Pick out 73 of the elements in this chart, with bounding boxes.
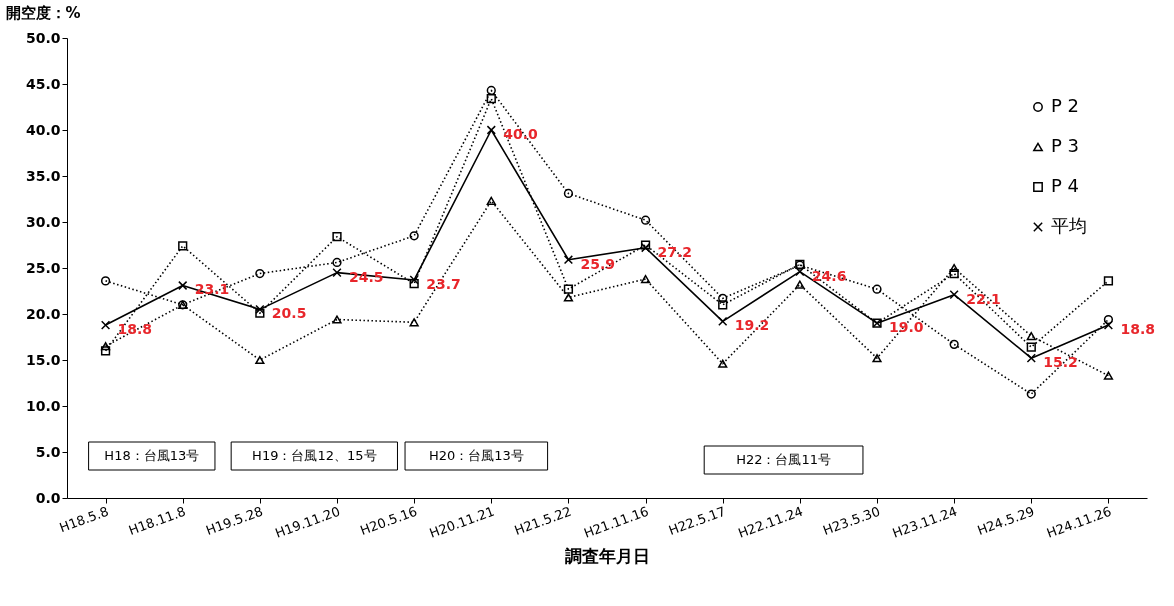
point [178,280,188,291]
point [718,300,728,310]
legend-label: P 3 [1051,135,1080,156]
point [255,304,265,315]
y-tick-label: 25.0 [25,259,61,276]
point [718,293,728,303]
data-label: 18.8 [1120,321,1155,338]
annotation: H20：台風13号 [428,448,524,463]
point [795,280,805,289]
data-label: 23.7 [426,275,461,292]
point [486,125,496,135]
y-tick-label: 20.0 [25,305,61,322]
y-tick-label: 30.0 [25,213,61,230]
x-axis-title: 調査年月日 [565,545,650,566]
point [718,359,728,368]
point [100,342,111,351]
legend-label: 平均 [1051,215,1087,236]
y-tick-label: 40.0 [25,121,61,138]
data-label: 27.2 [657,243,693,260]
point [872,284,882,294]
point [872,354,882,363]
point [486,196,496,205]
point [563,255,574,265]
point [640,215,651,225]
y-tick-label: 35.0 [25,167,61,184]
point [949,263,959,273]
data-label: 20.5 [271,305,307,322]
y-tick-label: 50.0 [25,29,61,46]
y-tick-label: 10.0 [25,397,61,414]
annotation: H19：台風12、15号 [252,448,377,463]
point [718,316,728,326]
point [1026,342,1036,352]
point [332,257,342,268]
point [100,276,111,286]
data-label: 19.2 [734,317,770,334]
point [409,231,419,241]
point [949,339,959,349]
y-tick-label: 0.0 [35,489,61,506]
point [1026,331,1036,341]
point [100,320,111,330]
y-tick-label: 45.0 [25,75,61,92]
y-tick-label: 5.0 [35,443,61,460]
annotation: H18：台風13号 [104,448,200,463]
data-label: 25.9 [580,255,615,272]
point [1026,389,1036,399]
point [1103,276,1114,286]
data-label: 40.0 [503,126,539,142]
point [332,315,342,324]
point [409,318,419,327]
point [640,274,651,284]
point [486,94,496,104]
point [1026,353,1036,363]
annotation: H22：台風11号 [736,452,832,467]
point [255,308,265,318]
point [332,267,342,278]
point [332,232,342,242]
point [178,241,188,251]
point [100,346,111,356]
legend-label: P 4 [1051,175,1080,196]
point [1103,371,1114,380]
point [563,188,574,199]
data-label: 15.2 [1043,354,1078,371]
y-tick-label: 15.0 [25,351,61,368]
y-axis-title: 開空度：% [5,3,81,22]
point [949,268,959,279]
point [255,268,265,279]
point [409,279,419,289]
point [563,284,574,294]
point [563,293,574,302]
data-label: 19.0 [889,319,924,336]
point [255,355,265,365]
legend-label: P 2 [1051,95,1080,116]
point [949,290,959,300]
